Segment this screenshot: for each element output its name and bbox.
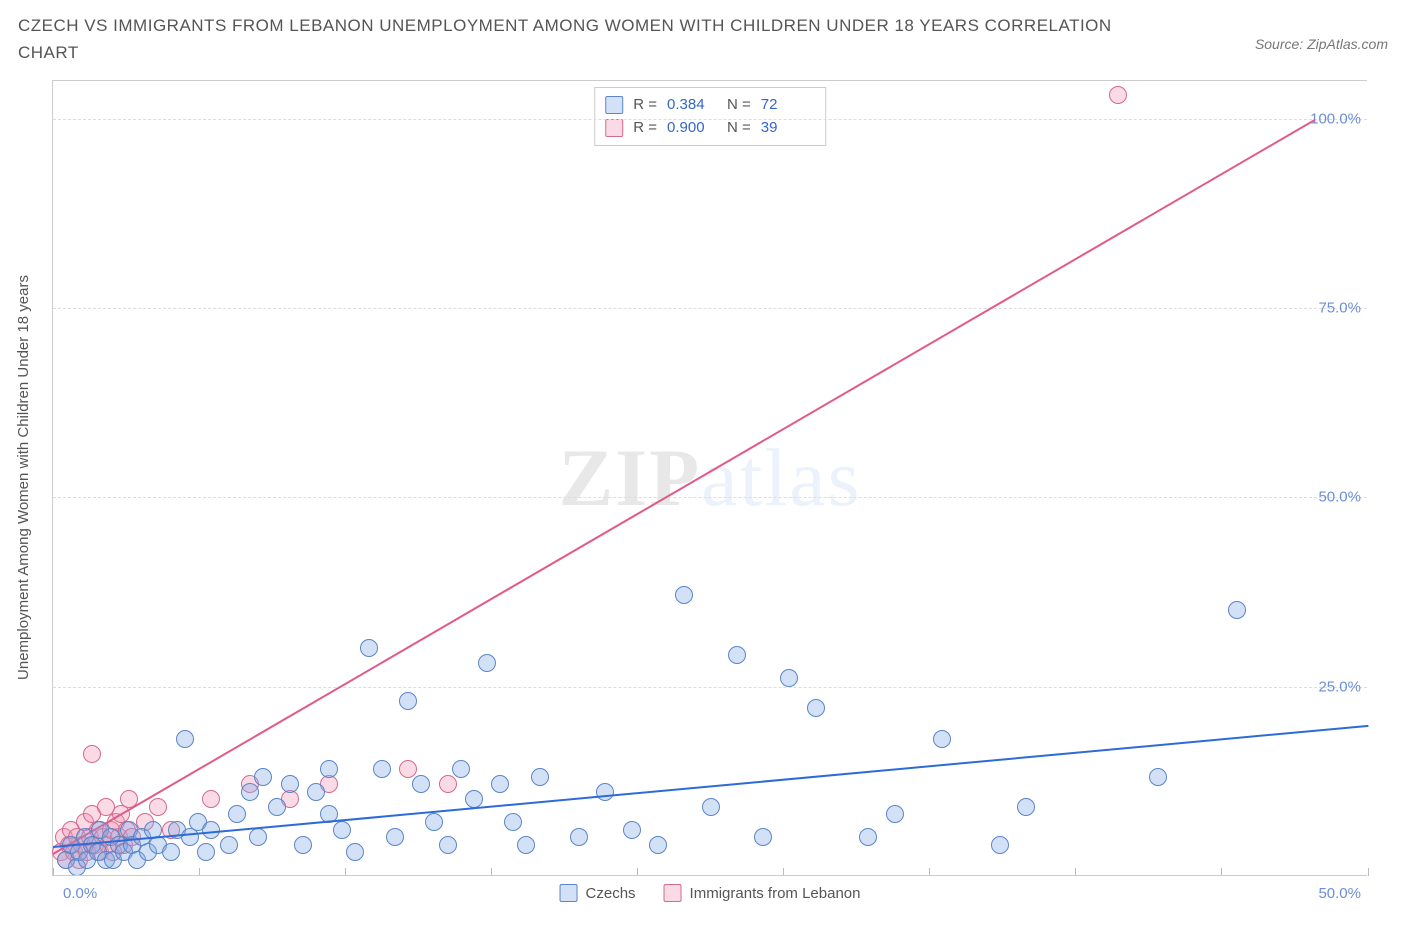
data-point-czechs: [531, 768, 549, 786]
data-point-czechs: [728, 646, 746, 664]
y-axis-label: Unemployment Among Women with Children U…: [8, 80, 38, 875]
x-tick: [1368, 868, 1369, 876]
data-point-czechs: [452, 760, 470, 778]
data-point-czechs: [859, 828, 877, 846]
n-value-czechs: 72: [761, 94, 811, 117]
data-point-czechs: [268, 798, 286, 816]
data-point-czechs: [162, 843, 180, 861]
data-point-czechs: [675, 586, 693, 604]
data-point-czechs: [412, 775, 430, 793]
data-point-lebanon: [1109, 86, 1127, 104]
gridline: [53, 119, 1367, 120]
x-axis-min-label: 0.0%: [63, 885, 97, 902]
data-point-czechs: [333, 821, 351, 839]
data-point-czechs: [886, 805, 904, 823]
watermark: ZIPatlas: [559, 431, 862, 525]
data-point-czechs: [197, 843, 215, 861]
trendline-lebanon: [52, 119, 1315, 855]
data-point-czechs: [360, 639, 378, 657]
y-tick-label: 25.0%: [1318, 678, 1361, 695]
data-point-czechs: [439, 836, 457, 854]
r-value-lebanon: 0.900: [667, 117, 717, 140]
data-point-czechs: [373, 760, 391, 778]
data-point-czechs: [228, 805, 246, 823]
data-point-czechs: [991, 836, 1009, 854]
data-point-czechs: [807, 699, 825, 717]
y-tick-label: 100.0%: [1310, 110, 1361, 127]
data-point-czechs: [294, 836, 312, 854]
data-point-czechs: [754, 828, 772, 846]
scatter-chart: ZIPatlas R = 0.384 N = 72 R = 0.900 N = …: [52, 80, 1367, 875]
gridline: [53, 497, 1367, 498]
data-point-lebanon: [439, 775, 457, 793]
data-point-czechs: [649, 836, 667, 854]
y-tick-label: 50.0%: [1318, 489, 1361, 506]
swatch-lebanon-icon: [605, 119, 623, 137]
data-point-czechs: [702, 798, 720, 816]
data-point-lebanon: [83, 745, 101, 763]
data-point-czechs: [570, 828, 588, 846]
x-axis-max-label: 50.0%: [1318, 885, 1361, 902]
data-point-czechs: [504, 813, 522, 831]
y-tick-label: 75.0%: [1318, 300, 1361, 317]
stats-row-czechs: R = 0.384 N = 72: [605, 94, 811, 117]
data-point-czechs: [220, 836, 238, 854]
data-point-czechs: [202, 821, 220, 839]
x-axis-line: [52, 875, 1367, 876]
data-point-czechs: [346, 843, 364, 861]
gridline: [53, 308, 1367, 309]
data-point-czechs: [1228, 601, 1246, 619]
gridline: [53, 687, 1367, 688]
data-point-czechs: [307, 783, 325, 801]
data-point-czechs: [249, 828, 267, 846]
data-point-czechs: [478, 654, 496, 672]
data-point-czechs: [254, 768, 272, 786]
data-point-czechs: [780, 669, 798, 687]
swatch-lebanon-icon: [664, 884, 682, 902]
data-point-czechs: [386, 828, 404, 846]
data-point-lebanon: [149, 798, 167, 816]
data-point-czechs: [517, 836, 535, 854]
data-point-czechs: [425, 813, 443, 831]
data-point-lebanon: [202, 790, 220, 808]
data-point-czechs: [1017, 798, 1035, 816]
n-value-lebanon: 39: [761, 117, 811, 140]
stats-legend-box: R = 0.384 N = 72 R = 0.900 N = 39: [594, 87, 826, 146]
data-point-czechs: [933, 730, 951, 748]
data-point-czechs: [491, 775, 509, 793]
data-point-czechs: [320, 760, 338, 778]
legend-item-lebanon: Immigrants from Lebanon: [664, 884, 861, 902]
data-point-czechs: [241, 783, 259, 801]
data-point-czechs: [399, 692, 417, 710]
data-point-czechs: [281, 775, 299, 793]
data-point-czechs: [176, 730, 194, 748]
data-point-czechs: [596, 783, 614, 801]
legend-item-czechs: Czechs: [560, 884, 636, 902]
data-point-czechs: [623, 821, 641, 839]
r-value-czechs: 0.384: [667, 94, 717, 117]
stats-row-lebanon: R = 0.900 N = 39: [605, 117, 811, 140]
swatch-czechs-icon: [560, 884, 578, 902]
data-point-czechs: [1149, 768, 1167, 786]
swatch-czechs-icon: [605, 96, 623, 114]
series-legend: Czechs Immigrants from Lebanon: [560, 884, 861, 902]
data-point-lebanon: [399, 760, 417, 778]
source-attribution: Source: ZipAtlas.com: [1255, 36, 1388, 52]
chart-title: CZECH VS IMMIGRANTS FROM LEBANON UNEMPLO…: [18, 12, 1118, 66]
